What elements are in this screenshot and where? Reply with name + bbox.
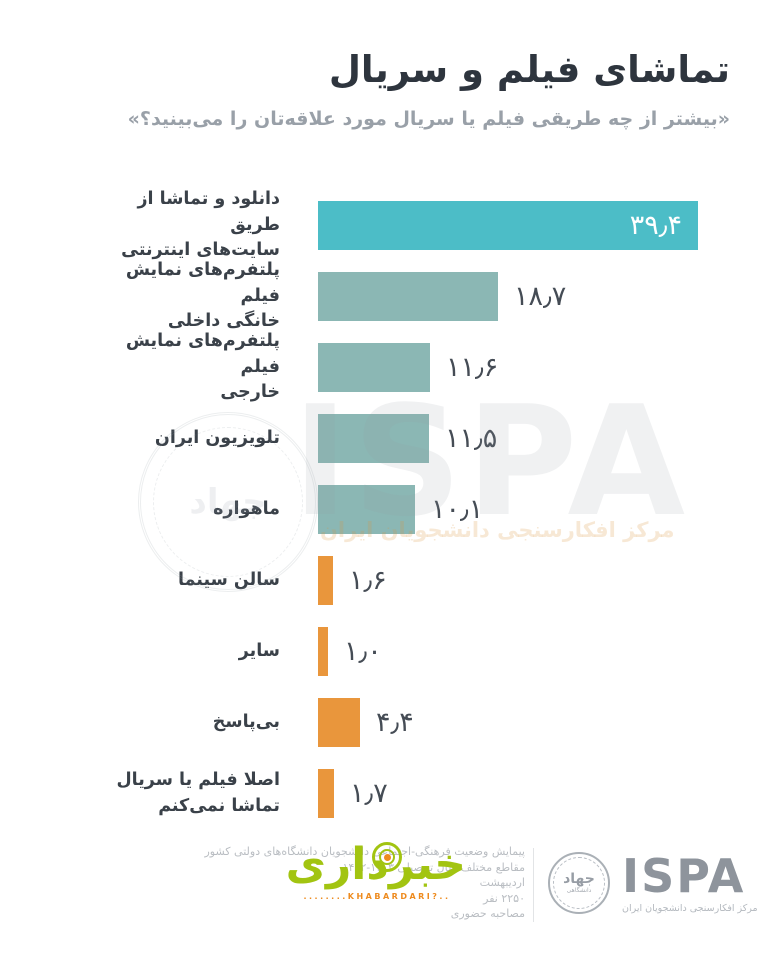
bar [318, 769, 334, 818]
header: تماشای فیلم و سریال «بیشتر از چه طریقی ف… [0, 44, 730, 132]
bar-zone: ۴٫۴ [318, 698, 768, 747]
category-label: تلویزیون ایران [154, 427, 280, 448]
chart-row: سالن سینما ۱٫۶ [0, 545, 768, 616]
bar [318, 272, 498, 321]
chart-row: پلتفرم‌های نمایش فیلم خارجی ۱۱٫۶ [0, 331, 768, 403]
khabardari-logo: خبرداری ........KHABARDARI?.. [286, 839, 466, 901]
methodology-line: ۲۲۵۰ نفر [483, 891, 525, 905]
bar-value: ۱۸٫۷ [514, 281, 567, 312]
bar-zone: ۱٫۷ [318, 769, 768, 818]
bar-value: ۱۰٫۱ [431, 494, 484, 525]
category-label: پلتفرم‌های نمایش فیلم خارجی [125, 331, 280, 403]
bar [318, 556, 333, 605]
ispa-logo: جهاد دانشگاهی ISPA مرکز افکارسنجی دانشجو… [548, 852, 758, 914]
category-label: سالن سینما [178, 569, 280, 590]
bar [318, 627, 328, 676]
jahad-daneshgahi-seal-icon: جهاد دانشگاهی [548, 852, 610, 914]
khabardari-target-dot [383, 853, 391, 861]
chart-row: اصلا فیلم یا سریال تماشا نمی‌کنم ۱٫۷ [0, 758, 768, 829]
seal-text-bottom: دانشگاهی [566, 887, 592, 895]
bar [318, 343, 430, 392]
category-label: پلتفرم‌های نمایش فیلم خانگی داخلی [125, 260, 280, 332]
bar-zone: ۱٫۰ [318, 627, 768, 676]
category-label: بی‌پاسخ [212, 711, 280, 732]
bar-value: ۱۱٫۵ [445, 423, 498, 454]
bar-value: ۱۱٫۶ [446, 352, 499, 383]
ispa-logo-word: ISPA [622, 848, 746, 903]
bar-zone: ۱۱٫۶ [318, 343, 768, 392]
chart-row: ماهواره ۱۰٫۱ [0, 474, 768, 545]
chart-row: سایر ۱٫۰ [0, 616, 768, 687]
bar-value: ۱٫۶ [349, 565, 387, 596]
bar-zone: ۱۸٫۷ [318, 272, 768, 321]
bar-chart: دانلود و تماشا از طریق سایت‌های اینترنتی… [0, 189, 768, 829]
chart-row: پلتفرم‌های نمایش فیلم خانگی داخلی ۱۸٫۷ [0, 260, 768, 332]
chart-row: تلویزیون ایران ۱۱٫۵ [0, 403, 768, 474]
khabardari-logo-latin: ........KHABARDARI?.. [303, 891, 451, 901]
survey-question-subtitle: «بیشتر از چه طریقی فیلم یا سریال مورد عل… [127, 107, 730, 130]
category-label: سایر [238, 640, 280, 661]
chart-row: دانلود و تماشا از طریق سایت‌های اینترنتی… [0, 189, 768, 261]
methodology-line: مصاحبه حضوری [450, 907, 525, 920]
bar-value: ۴٫۴ [376, 707, 414, 738]
page-title: تماشای فیلم و سریال [328, 48, 730, 91]
category-label: اصلا فیلم یا سریال تماشا نمی‌کنم [116, 770, 280, 816]
bar-value: ۳۹٫۴ [629, 210, 682, 241]
methodology-line: پیمایش وضعیت فرهنگی-اجتماعی دانشجویان دا… [204, 845, 526, 858]
methodology-line: اردیبهشت [479, 876, 525, 889]
bar-zone: ۳۹٫۴ [318, 201, 768, 250]
survey-methodology-text: پیمایش وضعیت فرهنگی-اجتماعی دانشجویان دا… [180, 844, 526, 922]
ispa-logo-text: ISPA مرکز افکارسنجی دانشجویان ایران [622, 853, 758, 914]
bar-value: ۱٫۷ [350, 778, 388, 809]
khabardari-target-icon [372, 842, 402, 872]
category-label: ماهواره [213, 498, 280, 519]
bar-zone: ۱٫۶ [318, 556, 768, 605]
bar-value: ۱٫۰ [344, 636, 382, 667]
category-label: دانلود و تماشا از طریق سایت‌های اینترنتی [121, 189, 280, 261]
seal-text-top: جهاد [563, 870, 595, 887]
bar: ۳۹٫۴ [318, 201, 698, 250]
footer: پیمایش وضعیت فرهنگی-اجتماعی دانشجویان دا… [0, 839, 768, 940]
khabardari-logo-persian: خبرداری [286, 839, 466, 891]
bar-zone: ۱۰٫۱ [318, 485, 768, 534]
bar [318, 485, 415, 534]
footer-divider [533, 848, 534, 922]
bar [318, 698, 360, 747]
bar-zone: ۱۱٫۵ [318, 414, 768, 463]
bar [318, 414, 429, 463]
ispa-logo-caption: مرکز افکارسنجی دانشجویان ایران [622, 902, 758, 914]
chart-row: بی‌پاسخ ۴٫۴ [0, 687, 768, 758]
khabardari-target-ring [379, 849, 395, 865]
